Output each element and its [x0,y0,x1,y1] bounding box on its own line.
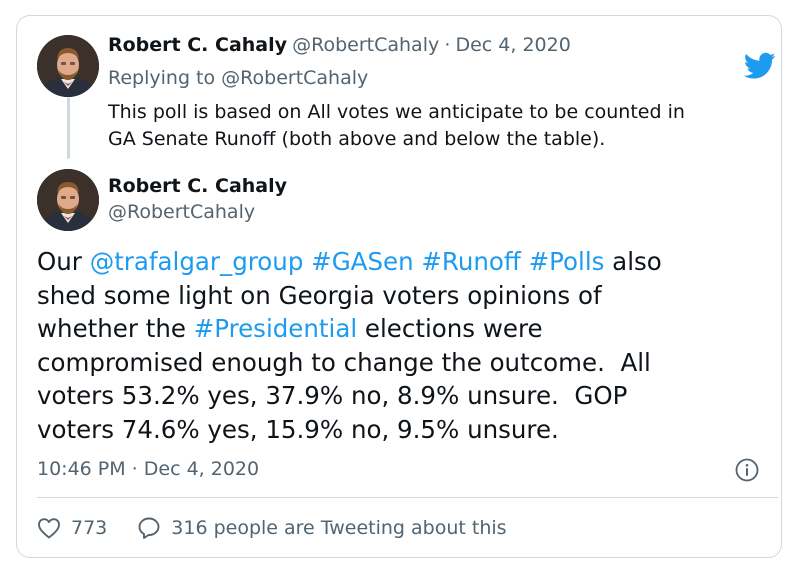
hashtag-link[interactable]: #GASen [311,247,414,276]
tweet-text-line: voters 74.6% yes, 15.9% no, 9.5% unsure. [37,414,559,444]
text-fragment: whether the [37,314,194,343]
avatar[interactable] [37,169,99,231]
text-fragment: also [604,247,662,276]
tweet-text-line: whether the #Presidential elections were [37,312,762,346]
tweet-card [16,15,782,558]
reply-tweet-header: Robert C. Cahaly @RobertCahaly · Dec 4, … [108,34,571,56]
tweet-text-line: compromised enough to change the outcome… [37,347,651,377]
author-name[interactable]: Robert C. Cahaly [108,175,288,197]
thread-connector-line [67,97,70,159]
text-fragment [303,247,311,276]
text-fragment: elections were [357,314,543,343]
twitter-bird-icon[interactable] [744,52,776,80]
divider [37,497,778,498]
text-fragment [521,247,529,276]
reply-tweet-text: This poll is based on All votes we antic… [108,99,768,153]
replying-prefix: Replying to [108,67,222,89]
tweet-timestamp[interactable]: 10:46 PM · Dec 4, 2020 [37,458,260,480]
conversation-action[interactable]: 316 people are Tweeting about this [137,516,507,540]
replying-to: Replying to @RobertCahaly [108,67,368,89]
hashtag-link[interactable]: #Presidential [193,314,358,343]
speech-bubble-icon[interactable] [137,516,161,540]
heart-icon[interactable] [37,517,61,539]
conversation-text: 316 people are Tweeting about this [171,517,507,539]
text-fragment: Our [37,247,90,276]
author-name[interactable]: Robert C. Cahaly [108,34,288,56]
hashtag-link[interactable]: #Polls [528,247,605,276]
tweet-text-line: Our @trafalgar_group #GASen #Runoff #Pol… [37,245,762,279]
likes-count: 773 [71,517,108,539]
like-action[interactable]: 773 [37,517,107,539]
reply-text-line: GA Senate Runoff (both above and below t… [108,128,606,150]
hashtag-link[interactable]: #Runoff [421,247,521,276]
author-handle[interactable]: @RobertCahaly [292,34,440,56]
info-icon[interactable] [735,458,759,482]
header-separator: · [444,34,451,56]
engagement-bar: 773 316 people are Tweeting about this [37,514,507,542]
main-tweet-text: Our @trafalgar_group #GASen #Runoff #Pol… [37,245,762,446]
avatar[interactable] [37,35,99,97]
mention-link[interactable]: @trafalgar_group [89,247,304,276]
author-handle[interactable]: @RobertCahaly [108,201,256,223]
replying-handle-link[interactable]: @RobertCahaly [221,67,369,89]
reply-text-line: This poll is based on All votes we antic… [108,101,685,123]
tweet-date[interactable]: Dec 4, 2020 [455,34,571,56]
tweet-text-line: voters 53.2% yes, 37.9% no, 8.9% unsure.… [37,381,628,410]
tweet-text-line: shed some light on Georgia voters opinio… [37,280,602,310]
